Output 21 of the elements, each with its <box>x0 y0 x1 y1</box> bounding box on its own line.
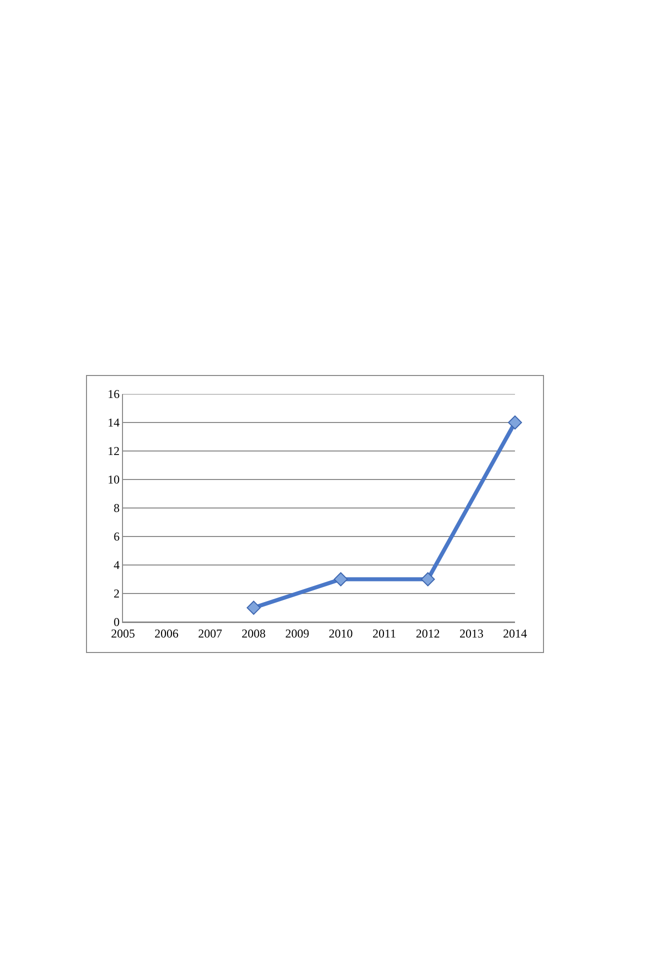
x-tick-label: 2013 <box>459 626 484 640</box>
y-tick-label: 10 <box>108 472 120 487</box>
x-tick-label: 2012 <box>416 626 440 640</box>
y-tick-label: 12 <box>108 444 120 458</box>
y-tick-label: 14 <box>108 416 120 430</box>
y-tick-label: 16 <box>108 387 120 402</box>
y-tick-label: 2 <box>114 586 120 601</box>
x-tick-label: 2014 <box>503 626 527 640</box>
x-tick-label: 2006 <box>154 626 179 640</box>
y-tick-label: 6 <box>114 530 120 544</box>
point <box>508 416 522 430</box>
point <box>420 572 435 586</box>
x-tick-label: 2007 <box>198 626 222 640</box>
x-tick-label: 2010 <box>328 626 353 640</box>
y-tick-label: 8 <box>114 501 120 516</box>
x-tick-label: 2008 <box>242 626 266 640</box>
x-tick-label: 2011 <box>372 626 396 640</box>
point <box>334 572 348 586</box>
x-tick-label: 2009 <box>285 626 310 640</box>
y-tick-label: 4 <box>114 558 120 572</box>
point <box>246 600 261 615</box>
